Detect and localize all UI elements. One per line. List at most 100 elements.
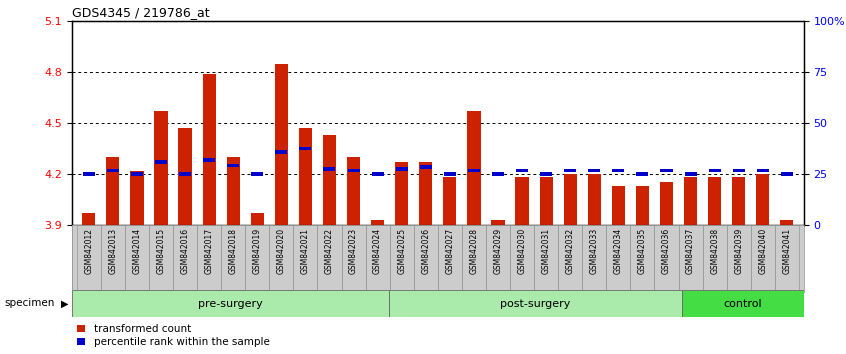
- Text: GSM842039: GSM842039: [734, 228, 743, 274]
- Bar: [612, 186, 625, 225]
- Bar: [516, 169, 528, 172]
- Bar: [420, 165, 431, 169]
- Bar: [82, 213, 96, 225]
- Bar: [275, 64, 288, 225]
- Bar: [155, 160, 167, 164]
- Bar: [179, 172, 191, 176]
- Bar: [732, 177, 745, 225]
- Bar: [371, 220, 384, 225]
- Bar: [269, 225, 294, 292]
- Bar: [154, 111, 168, 225]
- Bar: [107, 169, 118, 172]
- Bar: [564, 169, 576, 172]
- Bar: [613, 169, 624, 172]
- Bar: [636, 186, 649, 225]
- Bar: [702, 225, 727, 292]
- Text: GSM842020: GSM842020: [277, 228, 286, 274]
- Bar: [348, 169, 360, 172]
- Bar: [390, 225, 414, 292]
- Bar: [131, 172, 143, 176]
- Bar: [228, 164, 239, 167]
- Text: post-surgery: post-surgery: [500, 298, 570, 309]
- Bar: [708, 177, 722, 225]
- Bar: [107, 157, 119, 225]
- Bar: [72, 290, 389, 317]
- Bar: [582, 225, 607, 292]
- Bar: [757, 169, 769, 172]
- Bar: [317, 225, 342, 292]
- Text: GSM842017: GSM842017: [205, 228, 214, 274]
- Bar: [342, 225, 365, 292]
- Bar: [682, 290, 804, 317]
- Bar: [227, 157, 239, 225]
- Text: specimen: specimen: [4, 298, 55, 308]
- Bar: [443, 177, 457, 225]
- Bar: [775, 225, 799, 292]
- Bar: [684, 172, 696, 176]
- Bar: [709, 169, 721, 172]
- Bar: [492, 172, 504, 176]
- Bar: [588, 169, 601, 172]
- Bar: [250, 213, 264, 225]
- Bar: [396, 167, 408, 171]
- Bar: [437, 225, 462, 292]
- Bar: [733, 169, 744, 172]
- Text: GSM842029: GSM842029: [493, 228, 503, 274]
- Bar: [221, 225, 245, 292]
- Text: GSM842026: GSM842026: [421, 228, 431, 274]
- Bar: [630, 225, 655, 292]
- Text: GSM842033: GSM842033: [590, 228, 599, 274]
- Bar: [130, 171, 144, 225]
- Bar: [661, 169, 673, 172]
- Text: GSM842027: GSM842027: [445, 228, 454, 274]
- Bar: [389, 290, 682, 317]
- Bar: [660, 182, 673, 225]
- Bar: [251, 172, 263, 176]
- Bar: [684, 177, 697, 225]
- Legend: transformed count, percentile rank within the sample: transformed count, percentile rank withi…: [77, 324, 270, 347]
- Text: ▶: ▶: [61, 298, 69, 308]
- Text: GSM842040: GSM842040: [758, 228, 767, 274]
- Text: GSM842037: GSM842037: [686, 228, 695, 274]
- Bar: [540, 177, 552, 225]
- Bar: [245, 225, 269, 292]
- Text: GSM842031: GSM842031: [541, 228, 551, 274]
- Bar: [727, 225, 750, 292]
- Bar: [365, 225, 390, 292]
- Bar: [468, 169, 480, 172]
- Bar: [486, 225, 510, 292]
- Bar: [299, 147, 311, 150]
- Bar: [781, 172, 793, 176]
- Bar: [655, 225, 678, 292]
- Bar: [534, 225, 558, 292]
- Bar: [202, 74, 216, 225]
- Bar: [780, 220, 794, 225]
- Text: GSM842034: GSM842034: [614, 228, 623, 274]
- Bar: [275, 150, 288, 154]
- Text: GSM842014: GSM842014: [133, 228, 141, 274]
- Bar: [203, 159, 215, 162]
- Bar: [750, 225, 775, 292]
- Text: GSM842030: GSM842030: [518, 228, 526, 274]
- Text: GSM842036: GSM842036: [662, 228, 671, 274]
- Bar: [101, 225, 125, 292]
- Bar: [563, 174, 577, 225]
- Bar: [492, 220, 504, 225]
- Bar: [540, 172, 552, 176]
- Text: GSM842016: GSM842016: [180, 228, 190, 274]
- Bar: [347, 157, 360, 225]
- Bar: [371, 172, 383, 176]
- Text: GSM842019: GSM842019: [253, 228, 261, 274]
- Bar: [125, 225, 149, 292]
- Bar: [179, 128, 192, 225]
- Text: pre-surgery: pre-surgery: [198, 298, 263, 309]
- Text: control: control: [723, 298, 762, 309]
- Bar: [558, 225, 582, 292]
- Bar: [636, 172, 648, 176]
- Bar: [607, 225, 630, 292]
- Text: GSM842022: GSM842022: [325, 228, 334, 274]
- Text: GSM842021: GSM842021: [301, 228, 310, 274]
- Text: GSM842038: GSM842038: [710, 228, 719, 274]
- Text: GSM842024: GSM842024: [373, 228, 382, 274]
- Text: GSM842028: GSM842028: [470, 228, 479, 274]
